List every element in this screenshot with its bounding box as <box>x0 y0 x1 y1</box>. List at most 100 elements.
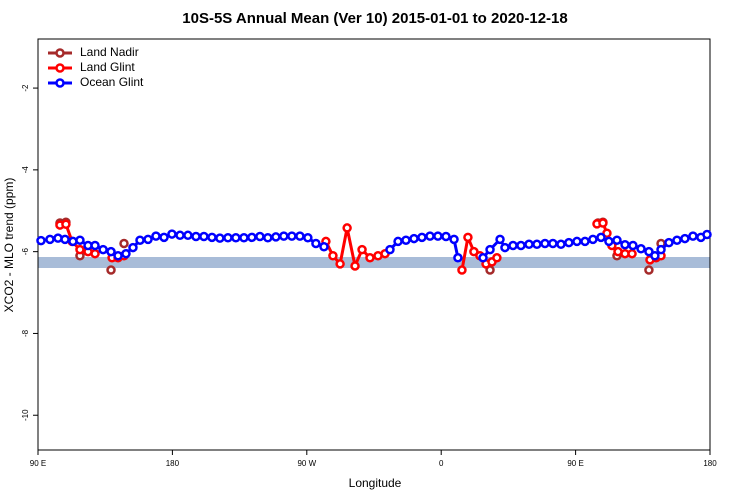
data-point <box>441 231 451 242</box>
data-point <box>664 237 674 248</box>
data-point <box>98 244 108 255</box>
y-tick-label: -4 <box>21 166 30 174</box>
data-point <box>365 253 375 263</box>
data-point <box>106 246 116 257</box>
data-point <box>656 244 666 255</box>
x-tick-label: 0 <box>439 459 444 468</box>
data-point <box>500 242 510 253</box>
data-point <box>135 235 145 245</box>
data-point <box>119 238 129 249</box>
legend-marker <box>55 48 65 58</box>
data-point <box>409 233 419 244</box>
data-point <box>199 231 209 242</box>
data-point <box>598 218 608 228</box>
data-point <box>75 235 85 245</box>
data-point <box>495 234 505 245</box>
data-point <box>588 234 598 245</box>
legend-marker <box>55 78 65 88</box>
data-point <box>680 233 690 244</box>
data-point <box>263 233 273 243</box>
data-point <box>255 231 265 242</box>
data-point <box>492 253 502 263</box>
x-tick-label: 180 <box>703 459 717 468</box>
data-point <box>463 232 473 243</box>
data-point <box>702 229 712 240</box>
data-point <box>469 246 479 257</box>
data-point <box>433 231 443 241</box>
data-point <box>215 233 225 243</box>
x-tick-label: 90 E <box>567 459 583 468</box>
map-strip <box>38 257 710 268</box>
data-point <box>644 246 654 257</box>
data-point <box>485 244 495 255</box>
data-point <box>90 240 100 251</box>
data-point <box>350 261 360 271</box>
data-point <box>620 239 630 250</box>
data-point <box>183 230 193 241</box>
data-point <box>45 234 55 245</box>
data-point <box>572 236 582 247</box>
data-point <box>612 235 622 245</box>
data-point <box>279 231 289 241</box>
data-point <box>524 239 534 250</box>
data-point <box>151 231 161 241</box>
y-axis-label: XCO2 - MLO trend (ppm) <box>2 178 16 313</box>
data-point <box>328 250 338 261</box>
legend-label: Land Glint <box>80 60 135 74</box>
data-point <box>385 244 395 255</box>
data-point <box>508 240 518 251</box>
data-point <box>449 234 459 245</box>
y-tick-label: -6 <box>21 248 30 256</box>
data-point <box>636 244 646 254</box>
data-point <box>425 231 435 241</box>
data-point <box>478 253 488 263</box>
data-point <box>672 235 682 245</box>
data-point <box>650 250 660 261</box>
data-point <box>516 240 526 251</box>
data-point <box>295 231 305 241</box>
data-point <box>106 265 116 275</box>
data-point <box>532 239 542 250</box>
data-point <box>207 232 217 243</box>
y-tick-label: -8 <box>21 329 30 337</box>
data-point <box>311 238 321 249</box>
data-point <box>580 236 590 247</box>
x-tick-label: 90 W <box>297 459 316 468</box>
data-point <box>485 265 495 275</box>
data-point <box>247 232 257 243</box>
data-point <box>128 242 138 253</box>
data-point <box>688 231 698 241</box>
data-point <box>75 244 85 255</box>
data-point <box>167 229 177 239</box>
chart-title: 10S-5S Annual Mean (Ver 10) 2015-01-01 t… <box>182 10 567 27</box>
data-point <box>121 248 131 259</box>
x-tick-label: 90 E <box>30 459 46 468</box>
data-point <box>644 265 654 275</box>
y-tick-label: -10 <box>21 409 30 421</box>
data-point <box>303 233 313 243</box>
data-point <box>231 233 241 243</box>
x-tick-label: 180 <box>166 459 180 468</box>
data-point <box>90 248 100 259</box>
data-point <box>357 244 367 255</box>
data-point <box>564 237 574 248</box>
data-point <box>287 231 297 241</box>
data-point <box>61 219 71 230</box>
data-point <box>596 232 606 243</box>
data-point <box>175 230 185 241</box>
data-point <box>60 234 70 245</box>
data-point <box>239 233 249 243</box>
data-point <box>417 232 427 243</box>
data-point <box>342 223 352 233</box>
data-point <box>602 228 612 239</box>
data-point <box>540 238 550 249</box>
data-point <box>457 265 467 275</box>
data-point <box>223 233 233 243</box>
data-point <box>453 253 463 263</box>
x-axis-label: Longitude <box>349 476 402 490</box>
data-point <box>319 241 329 252</box>
data-point <box>191 231 201 242</box>
data-point <box>393 236 403 247</box>
data-point <box>604 236 614 247</box>
